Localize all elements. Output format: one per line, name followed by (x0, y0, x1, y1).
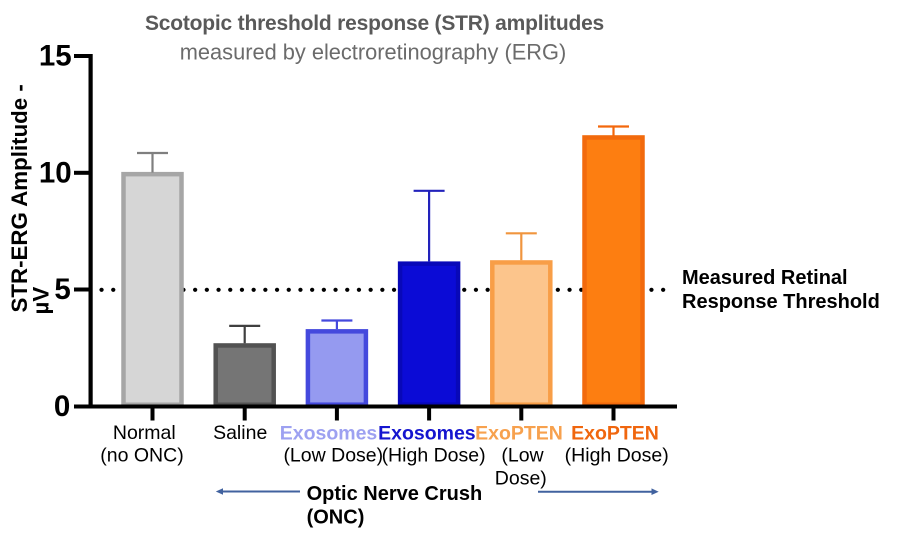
svg-text:Saline: Saline (213, 422, 267, 444)
svg-text:ExoPTEN: ExoPTEN (571, 423, 659, 445)
svg-text:Optic Nerve Crush: Optic Nerve Crush (307, 483, 483, 505)
svg-text:Scotopic threshold response (S: Scotopic threshold response (STR) amplit… (145, 12, 604, 35)
svg-text:(no ONC): (no ONC) (100, 445, 183, 467)
svg-text:Normal: Normal (113, 422, 176, 444)
svg-text:Exosomes: Exosomes (280, 423, 378, 445)
svg-text:measured by electroretinograph: measured by electroretinography (ERG) (180, 40, 566, 65)
svg-text:0: 0 (54, 390, 70, 423)
svg-text:15: 15 (39, 40, 72, 73)
svg-text:5: 5 (54, 273, 70, 306)
svg-text:STR-ERG Amplitude -: STR-ERG Amplitude - (7, 84, 32, 312)
svg-text:Measured Retinal: Measured Retinal (682, 267, 848, 289)
svg-text:(Low: (Low (501, 445, 544, 467)
svg-text:(ONC): (ONC) (307, 507, 365, 529)
svg-text:(High Dose): (High Dose) (382, 445, 486, 467)
svg-text:Exosomes: Exosomes (378, 423, 476, 445)
svg-text:10: 10 (39, 156, 72, 189)
svg-text:ExoPTEN: ExoPTEN (475, 423, 563, 445)
svg-text:(High Dose): (High Dose) (565, 445, 669, 467)
svg-text:µV: µV (29, 287, 54, 315)
svg-text:Dose): Dose) (495, 468, 547, 490)
svg-text:(Low Dose): (Low Dose) (283, 445, 383, 467)
svg-text:Response Threshold: Response Threshold (682, 291, 880, 313)
